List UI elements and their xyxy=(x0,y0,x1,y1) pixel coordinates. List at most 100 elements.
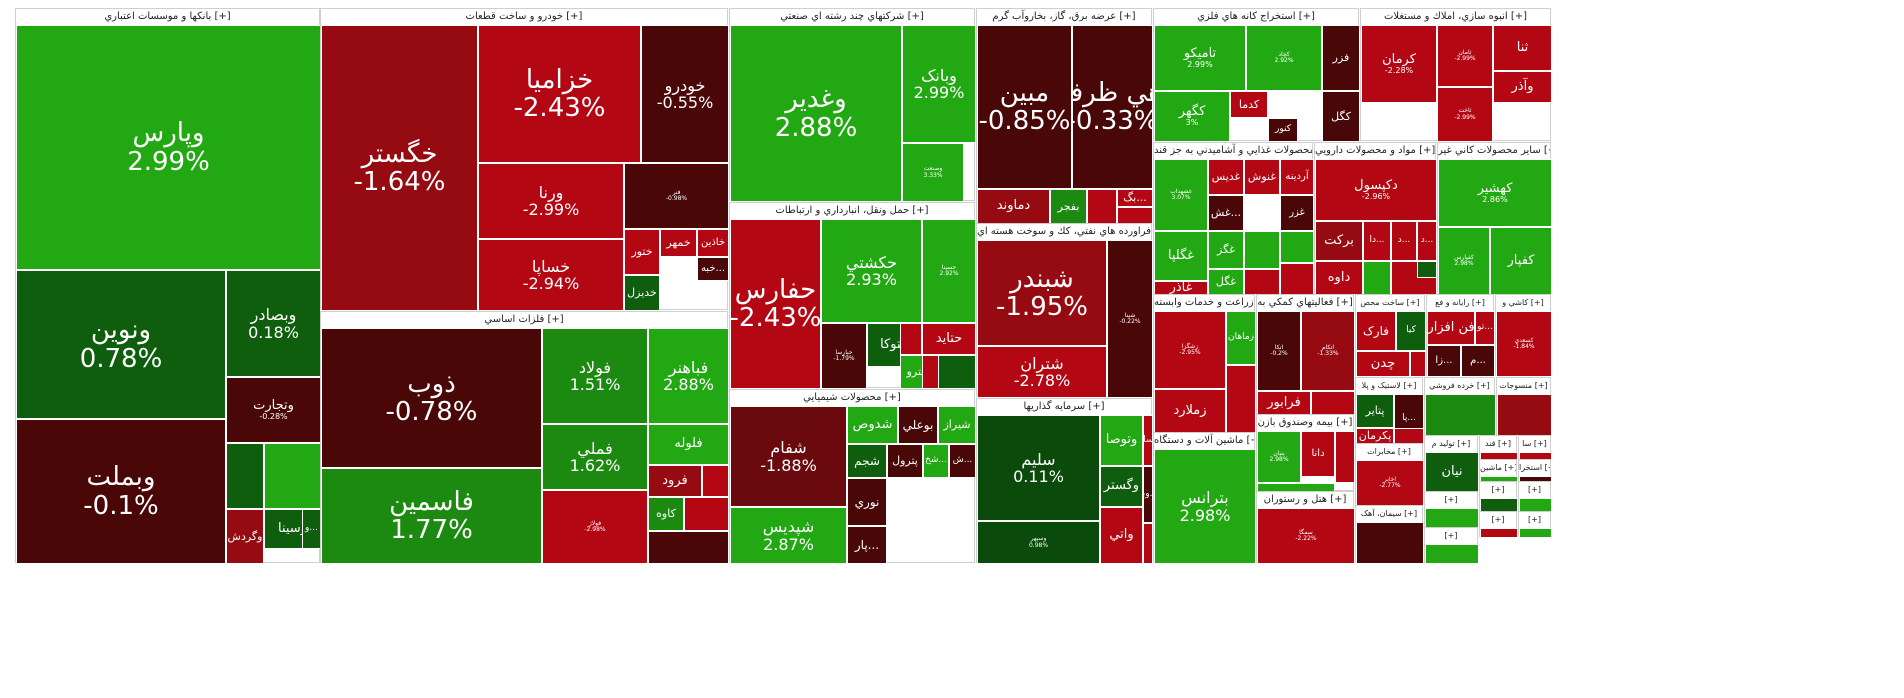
stock-tile[interactable]: کفپارس 2.98% xyxy=(1438,227,1490,295)
minor-stock-tile[interactable] xyxy=(1519,498,1552,512)
stock-tile[interactable]: شتران -2.78% xyxy=(977,346,1107,398)
minor-stock-tile[interactable] xyxy=(938,355,976,389)
stock-tile[interactable]: وپارس 2.99% xyxy=(16,25,321,270)
minor-stock-tile[interactable] xyxy=(1425,508,1479,528)
sector-header[interactable]: کاشي و [+] xyxy=(1496,295,1550,312)
minor-stock-tile[interactable] xyxy=(1143,523,1153,564)
stock-tile[interactable]: وآذر xyxy=(1493,71,1552,103)
sector-header[interactable]: [+] xyxy=(1480,512,1516,529)
stock-tile[interactable]: وگردش xyxy=(226,509,264,564)
sector-header[interactable]: استخراج کانه هاي فلزي [+] xyxy=(1154,9,1358,26)
sector-header[interactable]: سایر محصولات کاني غير [+] xyxy=(1438,143,1550,160)
stock-tile[interactable]: دانا xyxy=(1301,431,1335,477)
stock-tile[interactable]: آردينه xyxy=(1280,159,1314,195)
stock-tile[interactable]: زا... xyxy=(1427,345,1461,377)
stock-tile[interactable]: واتي xyxy=(1100,507,1143,564)
minor-stock-tile[interactable] xyxy=(1519,528,1552,538)
stock-tile[interactable]: ذوب -0.78% xyxy=(321,328,542,468)
stock-tile[interactable]: نيان xyxy=(1425,452,1479,492)
stock-tile[interactable]: غنوش xyxy=(1244,159,1280,195)
minor-stock-tile[interactable] xyxy=(702,465,729,497)
stock-tile[interactable]: سليم 0.11% xyxy=(977,415,1100,521)
stock-tile[interactable]: فن افزار xyxy=(1427,311,1475,345)
minor-stock-tile[interactable] xyxy=(1117,207,1153,224)
sector-header[interactable]: ماشين [+] xyxy=(1480,460,1516,477)
stock-tile[interactable]: مبين -0.85% xyxy=(977,25,1072,189)
stock-tile[interactable]: حسينا 2.92% xyxy=(922,219,976,323)
sector-header[interactable]: بانکها و موسسات اعتباري [+] xyxy=(16,9,319,26)
stock-tile[interactable]: نوري xyxy=(847,478,887,526)
stock-tile[interactable]: پترول xyxy=(887,444,923,478)
stock-tile[interactable]: دماوند xyxy=(977,189,1050,224)
stock-tile[interactable]: شجم xyxy=(847,444,887,478)
stock-tile[interactable]: وساپا xyxy=(1143,415,1153,466)
stock-tile[interactable] xyxy=(1356,522,1424,564)
sector-header[interactable]: مخابرات [+] xyxy=(1356,444,1422,461)
sector-header[interactable]: [+] xyxy=(1519,512,1550,529)
sector-header[interactable]: مواد و محصولات دارويي [+] xyxy=(1315,143,1435,160)
sector-header[interactable]: قند [+] xyxy=(1480,436,1516,453)
minor-stock-tile[interactable] xyxy=(1480,498,1518,512)
stock-tile[interactable]: بترانس 2.98% xyxy=(1154,449,1256,564)
stock-tile[interactable]: حپارسا -1.79% xyxy=(821,323,867,389)
stock-tile[interactable]: کگل xyxy=(1322,91,1360,142)
minor-stock-tile[interactable] xyxy=(1311,391,1355,415)
sector-header[interactable]: استخرا [+] xyxy=(1519,460,1550,477)
stock-tile[interactable]: گوهي ظرفيت-0.33% xyxy=(1072,25,1153,189)
stock-tile[interactable]: بنيان 2.98% xyxy=(1257,431,1301,483)
stock-tile[interactable]: برکت xyxy=(1315,221,1363,261)
stock-tile[interactable]: خگستر -1.64% xyxy=(321,25,478,311)
stock-tile[interactable]: کرمان -2.28% xyxy=(1361,25,1437,103)
stock-tile[interactable]: خزاميا -2.43% xyxy=(478,25,641,163)
stock-tile[interactable]: شدوص xyxy=(847,406,898,444)
stock-tile[interactable]: فارک xyxy=(1356,311,1396,351)
stock-tile[interactable]: فولاد 1.51% xyxy=(542,328,648,424)
stock-tile[interactable]: کيا xyxy=(1396,311,1426,351)
minor-stock-tile[interactable] xyxy=(1280,231,1314,263)
stock-tile[interactable]: تاميكو 2.99% xyxy=(1154,25,1246,91)
stock-tile[interactable]: كگهر 3% xyxy=(1154,91,1230,142)
stock-tile[interactable]: ثنا xyxy=(1493,25,1552,71)
stock-tile[interactable]: وبر... xyxy=(1143,466,1153,523)
minor-stock-tile[interactable] xyxy=(226,443,264,509)
stock-tile[interactable]: پار... xyxy=(847,526,887,564)
stock-tile[interactable]: تو... xyxy=(1475,311,1495,345)
sector-header[interactable]: ساخت محص [+] xyxy=(1356,295,1424,312)
stock-tile[interactable]: فملي 1.62% xyxy=(542,424,648,490)
sector-header[interactable]: سرمايه گذاريها [+] xyxy=(977,399,1151,416)
stock-tile[interactable]: زماهان xyxy=(1226,311,1256,365)
sector-header[interactable]: خرده فروشي [+] xyxy=(1425,378,1494,395)
stock-tile[interactable]: شيراز xyxy=(938,406,976,444)
stock-tile[interactable]: سمگا -2.22% xyxy=(1257,508,1355,564)
stock-tile[interactable]: فنر -0.98% xyxy=(624,163,729,229)
stock-tile[interactable]: کدما xyxy=(1230,91,1268,118)
stock-tile[interactable]: غگز xyxy=(1208,231,1244,269)
stock-tile[interactable]: وصنعت 3.33% xyxy=(902,143,964,202)
stock-tile[interactable]: پتاير xyxy=(1356,394,1394,428)
sector-header[interactable]: محصولات غذايي و آشاميدني به جز قند [+] xyxy=(1154,143,1312,160)
sector-header[interactable]: رایانه و فع [+] xyxy=(1427,295,1493,312)
stock-tile[interactable]: کچاد 2.92% xyxy=(1246,25,1322,91)
sector-header[interactable]: حمل ونقل، انبارداري و ارتباطات [+] xyxy=(730,203,974,220)
stock-tile[interactable]: فولاژ -2.98% xyxy=(542,490,648,564)
stock-tile[interactable]: کهشير 2.86% xyxy=(1438,159,1552,227)
stock-tile[interactable]: شخ... xyxy=(923,444,949,478)
stock-tile[interactable]: خديزل xyxy=(624,275,660,311)
minor-stock-tile[interactable] xyxy=(264,443,321,509)
stock-tile[interactable]: خمهر xyxy=(660,229,697,257)
minor-stock-tile[interactable] xyxy=(900,323,922,355)
stock-tile[interactable]: داوه xyxy=(1315,261,1363,295)
stock-tile[interactable]: خاذين xyxy=(697,229,729,257)
sector-header[interactable]: زراعت و خدمات وابسته [+] xyxy=(1154,295,1254,312)
sector-header[interactable]: فعاليتهاي کمکي به [+] xyxy=(1257,295,1353,312)
minor-stock-tile[interactable] xyxy=(1244,269,1280,295)
sector-header[interactable]: سيمان، آهک [+] xyxy=(1356,506,1422,523)
sector-header[interactable]: [+] xyxy=(1519,482,1550,499)
stock-tile[interactable]: اتکام -1.33% xyxy=(1301,311,1355,391)
stock-tile[interactable]: ش... xyxy=(949,444,976,478)
minor-stock-tile[interactable] xyxy=(1410,351,1426,377)
stock-tile[interactable]: خبه... xyxy=(697,257,729,281)
minor-stock-tile[interactable] xyxy=(1244,231,1280,269)
stock-tile[interactable]: فلوله xyxy=(648,424,729,465)
minor-stock-tile[interactable] xyxy=(1280,263,1314,295)
